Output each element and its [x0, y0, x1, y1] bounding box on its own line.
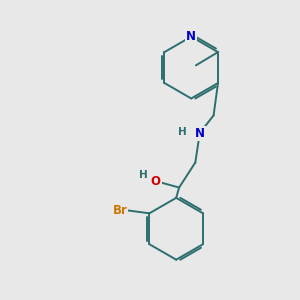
- Text: N: N: [195, 127, 205, 140]
- Text: O: O: [151, 175, 160, 188]
- Text: N: N: [186, 30, 196, 43]
- Text: Br: Br: [112, 204, 128, 217]
- Text: H: H: [140, 170, 148, 180]
- Text: H: H: [178, 127, 186, 137]
